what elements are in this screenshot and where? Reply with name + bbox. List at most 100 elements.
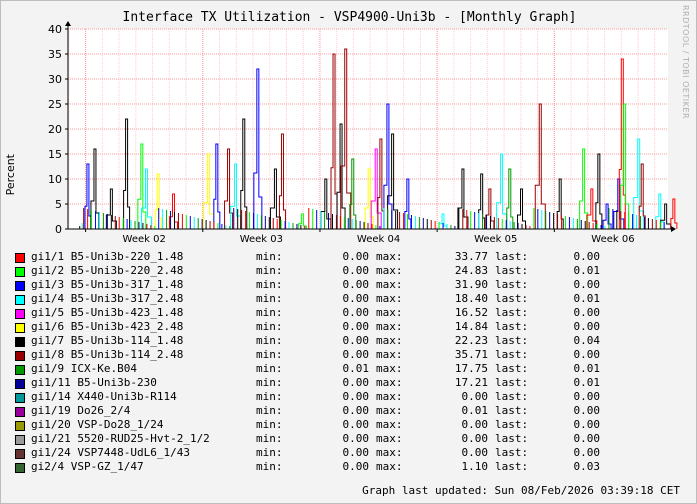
series-spike — [168, 193, 178, 229]
series-spike — [230, 163, 242, 229]
legend-min-value: 0.00 — [342, 306, 370, 319]
legend-series-name: gi1/1 B5-Uni3b-220_1.48 — [31, 250, 184, 263]
last-updated-text: Graph last updated: Sun 08/Feb/2026 03:3… — [362, 484, 680, 497]
legend-swatch — [15, 421, 25, 431]
legend-min-value: 0.00 — [342, 446, 370, 459]
series-spike — [387, 133, 399, 229]
legend-max-label: max: — [376, 264, 403, 277]
legend-last-value: 0.01 — [573, 292, 601, 305]
legend-min-value: 0.00 — [342, 348, 370, 361]
legend-max-value: 18.40 — [454, 292, 488, 305]
legend-last-value: 0.00 — [573, 432, 601, 445]
legend-series-name: gi1/6 B5-Uni3b-423_2.48 — [31, 320, 184, 333]
x-tick-label: Week 05 — [474, 234, 517, 245]
legend-last-label: last: — [495, 418, 529, 431]
series-spike — [224, 148, 234, 229]
series-spike — [670, 198, 678, 229]
legend-last-value: 0.00 — [573, 446, 601, 459]
legend-min-label: min: — [256, 306, 283, 319]
series-spike — [90, 148, 100, 229]
legend-min-value: 0.01 — [342, 362, 370, 375]
chart-plot: 0 5 10 15 20 25 30 35 40 Week 02 Week 03 Week 04 Wee… — [48, 21, 678, 245]
legend-series-name: gi2/4 VSP-GZ_1/47 — [31, 460, 144, 473]
legend-last-value: 0.00 — [573, 250, 601, 263]
series-spike — [123, 118, 131, 229]
legend-max-label: max: — [376, 460, 403, 473]
series-spike — [154, 173, 162, 229]
legend-min-value: 0.00 — [342, 404, 370, 417]
legend-min-value: 0.00 — [342, 376, 370, 389]
series-spike — [320, 178, 332, 229]
y-tick-label: 30 — [48, 73, 62, 86]
legend-last-label: last: — [495, 320, 529, 333]
legend-swatch — [15, 295, 25, 305]
y-tick-label: 0 — [55, 223, 62, 236]
legend-max-label: max: — [376, 320, 403, 333]
legend-max-value: 0.00 — [461, 446, 489, 459]
series-spike — [496, 153, 508, 229]
legend-max-label: max: — [376, 418, 403, 431]
legend-min-label: min: — [256, 264, 283, 277]
series-spike — [478, 173, 486, 229]
legend-max-value: 17.75 — [454, 362, 488, 375]
series-spike — [253, 68, 263, 229]
legend-series-name: gi1/4 B5-Uni3b-317_2.48 — [31, 292, 184, 305]
chart-title: Interface TX Utilization - VSP4900-Uni3b… — [122, 10, 577, 25]
legend-min-label: min: — [256, 348, 283, 361]
legend-series-name: gi1/5 B5-Uni3b-423_1.48 — [31, 306, 184, 319]
legend-min-label: min: — [256, 418, 283, 431]
legend-min-value: 0.00 — [342, 390, 370, 403]
legend-min-label: min: — [256, 292, 283, 305]
legend-swatch — [15, 379, 25, 389]
legend-last-label: last: — [495, 376, 529, 389]
legend-last-label: last: — [495, 264, 529, 277]
legend-last-label: last: — [495, 460, 529, 473]
series-spike — [278, 133, 286, 229]
legend-min-label: min: — [256, 390, 283, 403]
legend-min-value: 0.00 — [342, 292, 370, 305]
series-spike — [655, 193, 665, 229]
legend-last-label: last: — [495, 250, 529, 263]
legend-min-label: min: — [256, 460, 283, 473]
series-spike — [556, 178, 564, 229]
legend-min-value: 0.00 — [342, 250, 370, 263]
series-spike — [137, 143, 147, 229]
legend-swatch — [15, 463, 25, 473]
series-spike — [240, 118, 248, 229]
legend-max-label: max: — [376, 432, 403, 445]
legend-last-value: 0.04 — [573, 334, 601, 347]
legend-min-value: 0.00 — [342, 320, 370, 333]
series-spike — [660, 203, 672, 229]
series-spike — [506, 168, 514, 229]
series-spike — [213, 143, 221, 229]
series-spike — [595, 153, 603, 229]
legend-series-name: gi1/20 VSP-Do28_1/24 — [31, 418, 164, 431]
y-axis-arrow — [65, 21, 71, 26]
legend-swatch — [15, 281, 25, 291]
legend-swatch — [15, 365, 25, 375]
series-spike — [534, 103, 546, 229]
legend-last-value: 0.00 — [573, 278, 601, 291]
legend-min-label: min: — [256, 250, 283, 263]
legend-last-value: 0.00 — [573, 306, 601, 319]
series-spike — [618, 58, 626, 229]
legend-max-label: max: — [376, 390, 403, 403]
legend-series-name: gi1/7 B5-Uni3b-114_1.48 — [31, 334, 184, 347]
y-tick-label: 10 — [48, 173, 62, 186]
series-spike — [336, 123, 346, 229]
legend-max-label: max: — [376, 306, 403, 319]
legend-min-value: 0.00 — [342, 334, 370, 347]
legend-swatch — [15, 351, 25, 361]
legend-last-value: 0.00 — [573, 320, 601, 333]
legend-max-value: 24.83 — [454, 264, 488, 277]
legend-series-name: gi1/2 B5-Uni3b-220_2.48 — [31, 264, 184, 277]
legend-swatch — [15, 323, 25, 333]
legend-max-label: max: — [376, 278, 403, 291]
legend-last-value: 0.01 — [573, 264, 601, 277]
legend-series-name: gi1/24 VSP7448-UdL6_1/43 — [31, 446, 190, 459]
legend-swatch — [15, 435, 25, 445]
legend-min-label: min: — [256, 432, 283, 445]
x-tick-label: Week 06 — [591, 234, 634, 245]
y-tick-label: 5 — [55, 198, 62, 211]
legend-min-label: min: — [256, 446, 283, 459]
